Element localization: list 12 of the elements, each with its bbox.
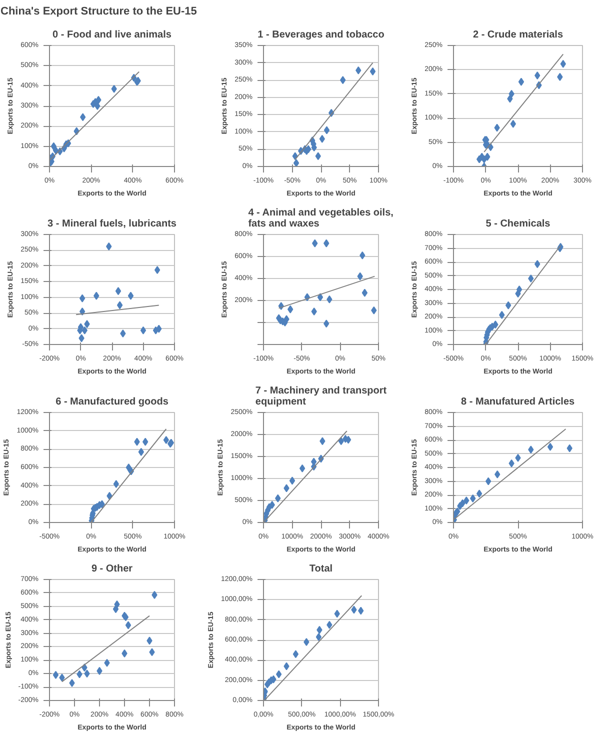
chart-title: 6 - Manufactured goods [56, 396, 169, 408]
chart-title: 8 - Manufatured Articles [461, 396, 576, 408]
chart-title: 4 - Animal and vegetables oils, fats and waxes [248, 208, 394, 230]
text: China's Export Structure to the EU-15 [0, 6, 197, 18]
chart-title: 7 - Machinery and transport equipment [255, 386, 388, 408]
chart-title: 5 - Chemicals [486, 218, 551, 230]
chart-title: 0 - Food and live animals [52, 30, 172, 40]
chart-title: 2 - Crude materials [472, 30, 564, 40]
chart-title: 3 - Mineral fuels, lubricants [48, 218, 177, 230]
chart-title: Total [309, 564, 333, 574]
chart-title: 9 - Other [91, 564, 133, 574]
chart-title: 1 - Beverages and tobacco [258, 30, 384, 40]
